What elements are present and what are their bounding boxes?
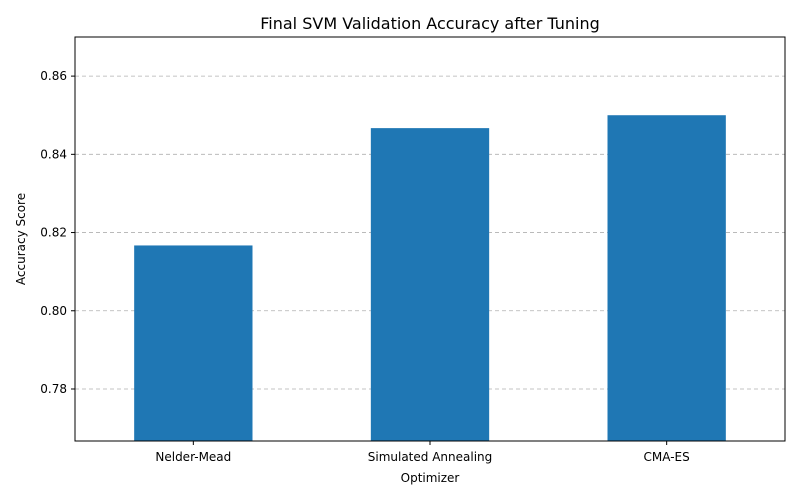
- x-axis-label: Optimizer: [401, 471, 460, 485]
- bar: [134, 245, 253, 441]
- x-tick-label: Simulated Annealing: [368, 450, 493, 464]
- y-tick-label: 0.86: [40, 69, 67, 83]
- x-axis-ticks: Nelder-Mead Simulated Annealing CMA-ES: [155, 441, 690, 464]
- y-tick-label: 0.80: [40, 304, 67, 318]
- bar: [607, 115, 726, 441]
- y-tick-label: 0.78: [40, 382, 67, 396]
- y-axis-ticks: 0.78 0.80 0.82 0.84 0.86: [40, 69, 75, 396]
- x-tick-label: Nelder-Mead: [155, 450, 231, 464]
- x-tick-label: CMA-ES: [644, 450, 690, 464]
- bars: [134, 115, 726, 441]
- bar: [370, 128, 490, 441]
- y-tick-label: 0.82: [40, 226, 67, 240]
- y-axis-label: Accuracy Score: [14, 193, 28, 285]
- y-tick-label: 0.84: [40, 147, 67, 161]
- chart-title: Final SVM Validation Accuracy after Tuni…: [260, 14, 599, 33]
